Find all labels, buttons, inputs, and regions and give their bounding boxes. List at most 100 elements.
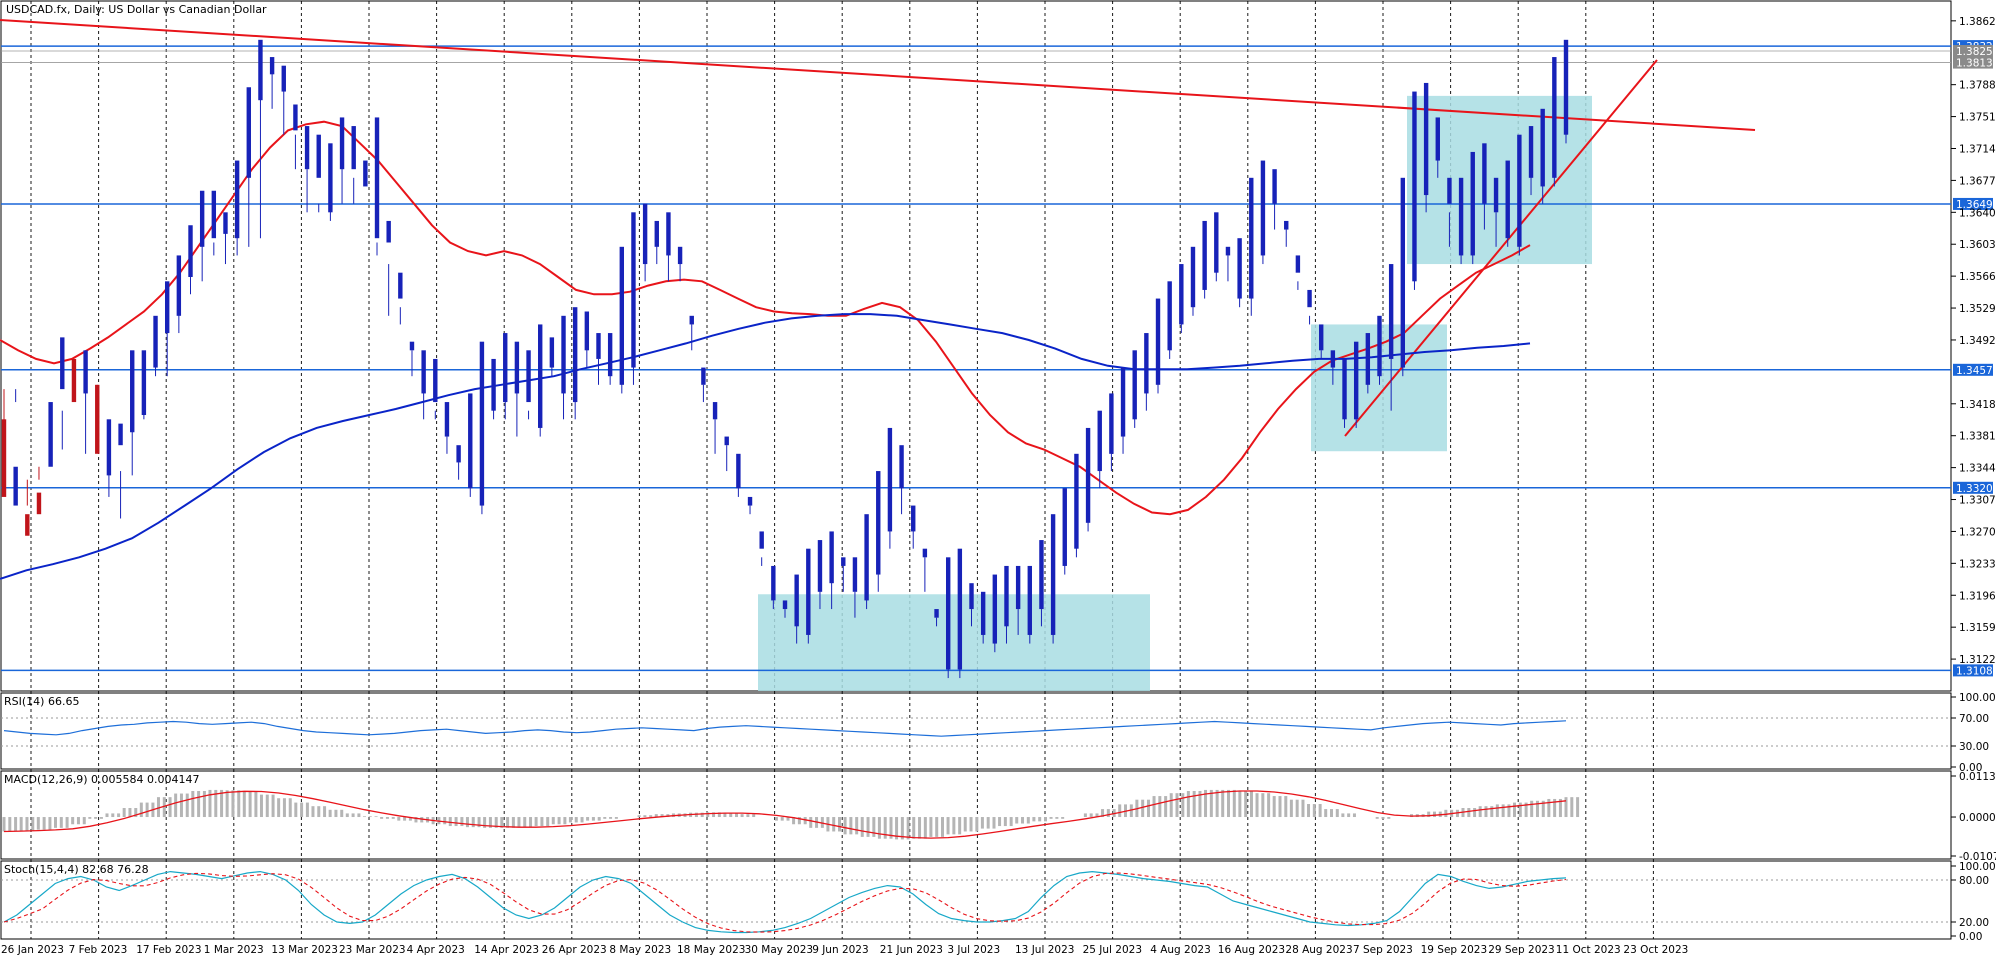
candle-body (1330, 350, 1336, 368)
macd-tick-label: 0.000000 (1959, 812, 1996, 824)
candle-body (1109, 393, 1114, 454)
candle-body (1493, 177, 1499, 213)
candle-body (747, 496, 753, 506)
stoch-tick-label: 80.00 (1959, 875, 1989, 887)
x-tick-label: 18 May 2023 (677, 944, 745, 956)
candle-body (1074, 453, 1079, 549)
candle-body (887, 427, 893, 532)
candle-body (1505, 160, 1510, 239)
moving-average-line (0, 313, 1531, 580)
candle-body (561, 315, 566, 394)
rsi-label: RSI(14) 66.65 (4, 695, 79, 708)
current-price-label: 1.38136 (1956, 58, 1996, 70)
candle-body (514, 341, 520, 394)
candle-body (957, 548, 963, 670)
x-tick-label: 4 Aug 2023 (1150, 944, 1211, 956)
candle-body (549, 337, 555, 368)
y-tick-label: 1.33440 (1959, 463, 1996, 475)
x-tick-label: 9 Jun 2023 (812, 944, 868, 956)
stoch-label: Stoch(15,4,4) 82.68 76.28 (4, 863, 149, 876)
macd-panel: MACD(12,26,9) 0.005584 0.004147 (0, 770, 1952, 860)
candle-body (421, 350, 426, 394)
candle-body (199, 190, 205, 247)
x-tick-label: 8 May 2023 (609, 944, 671, 956)
y-tick-label: 1.33810 (1959, 431, 1996, 443)
candle-body (71, 358, 77, 403)
x-tick-label: 4 Apr 2023 (407, 944, 465, 956)
candle-body (468, 393, 473, 489)
candle-body (83, 350, 88, 394)
candle-body (596, 333, 601, 359)
y-tick-label: 1.32330 (1959, 558, 1996, 570)
candle-body (631, 212, 636, 368)
candle-body (95, 384, 100, 454)
rsi-tick-label: 100.00 (1959, 692, 1996, 704)
candle-body (433, 358, 438, 403)
y-tick-label: 1.34180 (1959, 399, 1996, 411)
x-tick-label: 26 Jan 2023 (1, 944, 64, 956)
candle-body (1447, 177, 1452, 204)
macd-label: MACD(12,26,9) 0.005584 0.004147 (4, 773, 200, 786)
candle-body (1482, 143, 1487, 204)
level-price-label: 1.34574 (1956, 365, 1996, 377)
candle-body (1458, 177, 1464, 256)
candle-body (1062, 488, 1067, 566)
indicator-lines (1, 717, 1951, 934)
candle-body (1202, 220, 1207, 290)
candle-body (339, 117, 345, 170)
candle-body (1272, 169, 1277, 204)
candle-body (934, 609, 939, 618)
candle-body (1214, 212, 1219, 273)
candle-body (1377, 315, 1382, 377)
stoch-signal-line (3, 872, 1567, 933)
candle-body (607, 333, 613, 377)
candle-body (1423, 82, 1429, 196)
candle-body (619, 246, 625, 385)
x-tick-label: 19 Sep 2023 (1421, 944, 1488, 956)
x-tick-label: 28 Aug 2023 (1285, 944, 1352, 956)
y-tick-label: 1.31960 (1959, 590, 1996, 602)
x-tick-label: 26 Apr 2023 (542, 944, 607, 956)
candle-body (13, 466, 18, 506)
candle-body (211, 190, 217, 239)
candle-body (1085, 427, 1091, 523)
candle-body (1260, 160, 1266, 256)
candle-body (304, 126, 310, 170)
stoch-tick-label: 100.00 (1959, 861, 1996, 873)
candle-body (503, 333, 508, 403)
current-price-label: 1.38258 (1956, 46, 1996, 58)
x-tick-label: 25 Jul 2023 (1083, 944, 1142, 956)
level-price-tag (1953, 664, 1993, 677)
candle-body (677, 246, 683, 265)
y-tick-label: 1.35290 (1959, 303, 1996, 315)
candle-body (1190, 246, 1196, 308)
candle-body (712, 402, 718, 420)
x-tick-label: 3 Jul 2023 (947, 944, 1000, 956)
candle-body (992, 574, 998, 644)
candle-body (1470, 151, 1475, 256)
level-price-label: 1.31089 (1956, 665, 1996, 677)
candle-body (269, 57, 275, 75)
candle-body (1563, 39, 1569, 135)
candle-body (36, 492, 42, 515)
candle-body (1144, 333, 1149, 394)
candle-body (1517, 134, 1522, 247)
candle-body (398, 272, 403, 299)
x-tick-label: 7 Sep 2023 (1353, 944, 1413, 956)
x-tick-label: 1 Mar 2023 (204, 944, 264, 956)
candle-body (281, 65, 286, 92)
current-price-tag (1953, 45, 1993, 58)
rsi-panel: RSI(14) 66.65 (0, 692, 1952, 770)
candle-body (1155, 298, 1161, 385)
candle-body (444, 402, 450, 437)
highlight-box (758, 594, 1150, 691)
candle-body (1307, 289, 1312, 308)
y-tick-label: 1.33070 (1959, 495, 1996, 507)
descending-trendline (0, 19, 1756, 131)
moving-averages (0, 120, 1531, 580)
candle-body (130, 350, 135, 433)
stoch-line (3, 870, 1567, 934)
candle-body (409, 341, 415, 351)
candle-body (666, 212, 671, 256)
